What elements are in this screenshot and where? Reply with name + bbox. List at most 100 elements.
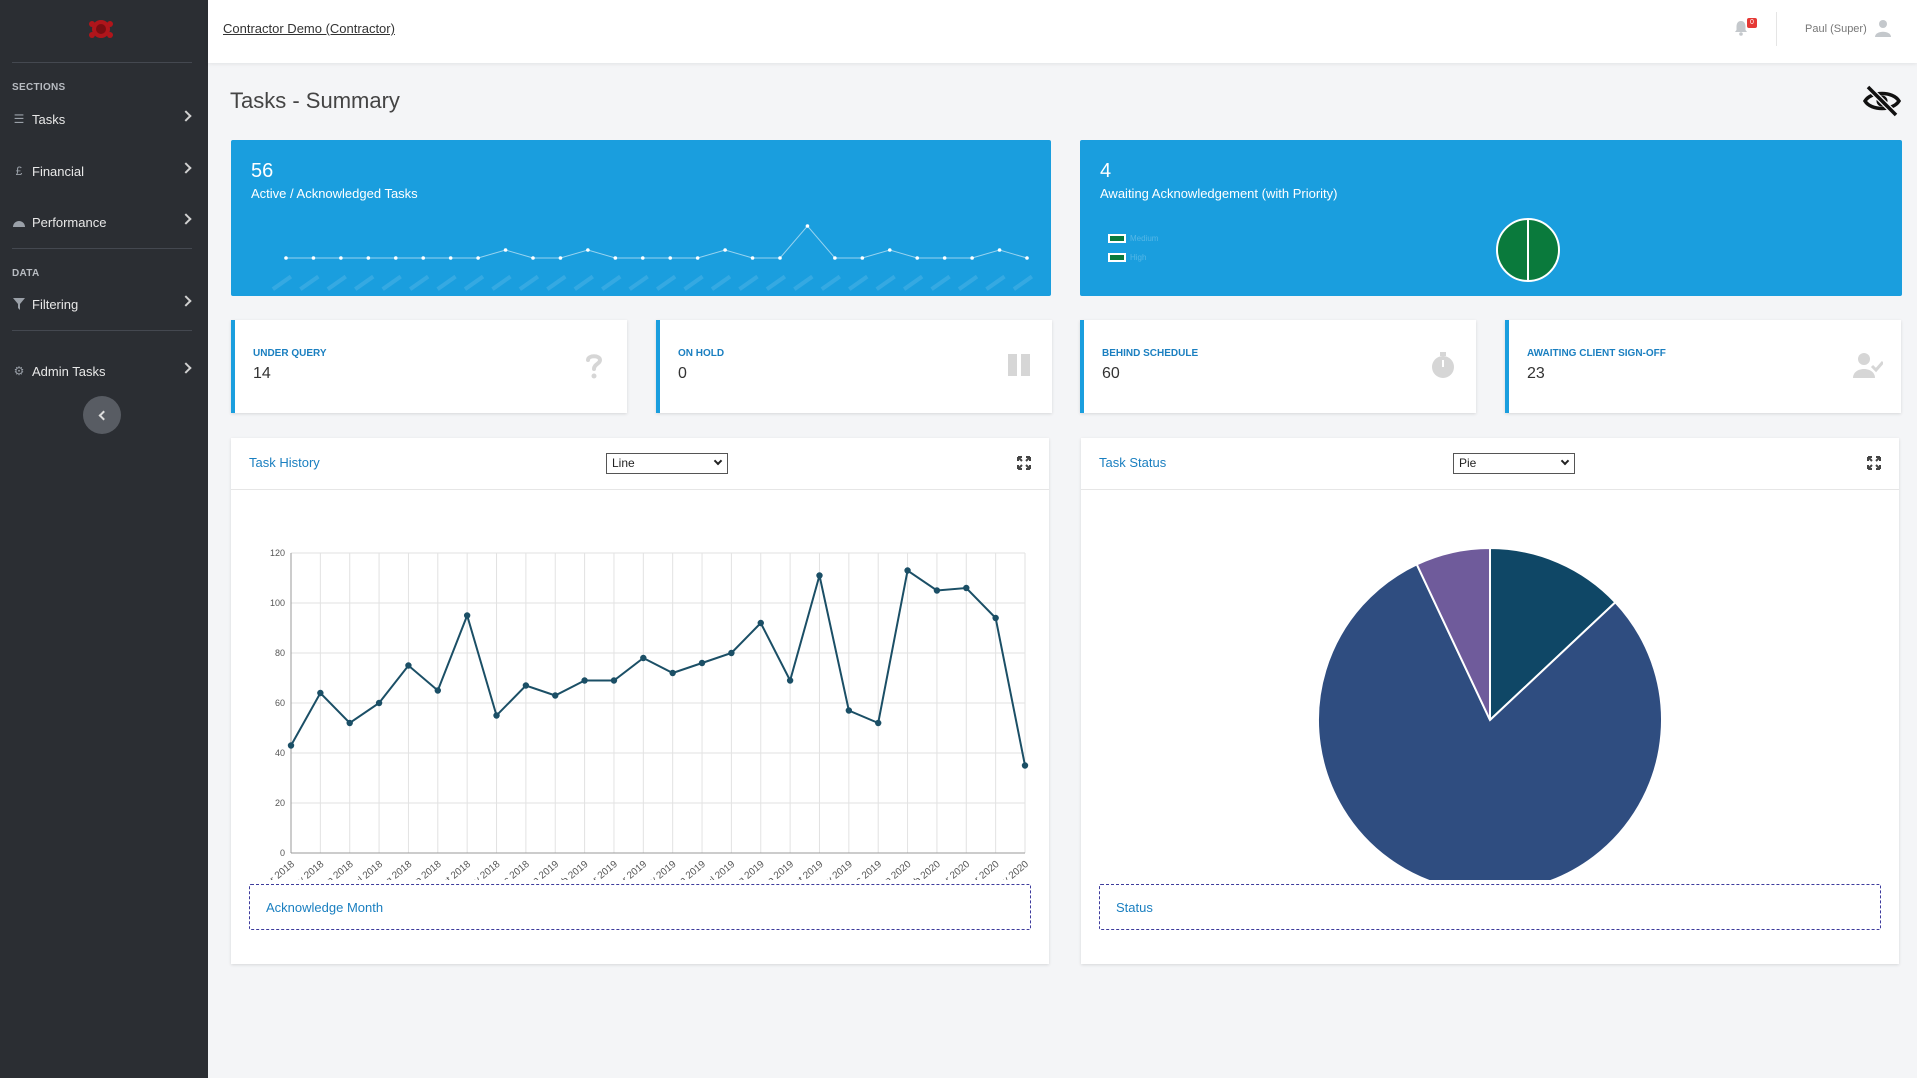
eye-slash-icon[interactable] xyxy=(1862,84,1902,118)
sparkline-tick-label xyxy=(546,274,567,291)
data-point xyxy=(992,614,999,622)
panel-header: Task Status Pie xyxy=(1081,438,1899,490)
chevron-right-icon xyxy=(180,162,192,174)
sidebar-divider xyxy=(12,248,192,249)
sparkline-tick-label xyxy=(820,274,841,291)
sidebar-item-admin-tasks[interactable]: ⚙ Admin Tasks xyxy=(0,353,208,389)
sparkline-point xyxy=(503,248,508,252)
data-point xyxy=(434,687,441,694)
sparkline-point xyxy=(860,256,865,260)
sparkline-tick-label xyxy=(902,274,924,291)
user-icon[interactable] xyxy=(1875,19,1891,37)
chevron-left-icon xyxy=(98,410,109,420)
sparkline-point xyxy=(613,256,618,260)
sparkline-tick-label xyxy=(957,274,979,291)
data-point xyxy=(405,662,412,669)
priority-pie-chart xyxy=(1496,218,1560,282)
acknowledge-month-drop-zone[interactable]: Acknowledge Month xyxy=(249,884,1031,930)
sparkline-tick-label xyxy=(326,274,347,291)
panel-title: Task Status xyxy=(1099,455,1167,470)
x-tick-label: Apr 2018 xyxy=(259,859,297,880)
sparkline-tick-label xyxy=(518,274,540,291)
sparkline-point xyxy=(421,256,426,260)
data-point xyxy=(346,719,353,727)
data-point xyxy=(786,677,794,684)
stat-label: UNDER QUERY xyxy=(253,348,327,359)
sidebar-divider xyxy=(12,62,192,63)
y-tick-label: 0 xyxy=(280,848,285,858)
sidebar-item-tasks[interactable]: ☰ Tasks xyxy=(0,101,208,137)
dashboard-icon xyxy=(12,215,26,229)
chevron-right-icon xyxy=(180,110,192,122)
select-value: Line xyxy=(612,456,635,470)
legend-swatch xyxy=(1108,253,1126,262)
data-point xyxy=(963,584,970,592)
sparkline-tick-label xyxy=(628,274,649,291)
sparkline-tick-label xyxy=(683,274,704,291)
data-point xyxy=(875,719,882,727)
sidebar-collapse-button[interactable] xyxy=(83,396,121,434)
x-tick-label: Jul 2019 xyxy=(701,859,737,880)
panel-header: Task History Line xyxy=(231,438,1049,490)
sidebar-section-data: DATA xyxy=(12,268,40,279)
status-drop-zone[interactable]: Status xyxy=(1099,884,1881,930)
sparkline-point xyxy=(640,256,645,260)
awaiting-count: 4 xyxy=(1100,160,1112,182)
y-tick-label: 60 xyxy=(275,698,285,708)
data-point xyxy=(698,659,706,667)
divider xyxy=(1776,12,1777,46)
sparkline-point xyxy=(476,256,480,260)
pie-slice-allocated xyxy=(1415,546,1491,721)
sidebar-divider xyxy=(12,330,192,331)
sparkline-point xyxy=(366,256,371,260)
sidebar-item-label: Admin Tasks xyxy=(32,363,106,379)
sparkline-tick-label xyxy=(848,274,869,291)
sidebar-item-label: Financial xyxy=(32,163,85,179)
filter-icon xyxy=(12,297,26,311)
stat-on-hold[interactable]: ON HOLD 0 xyxy=(656,320,1052,413)
expand-icon[interactable] xyxy=(1017,456,1031,470)
sparkline-point xyxy=(339,256,343,260)
sparkline-point xyxy=(531,256,535,260)
data-point xyxy=(610,677,618,684)
data-point xyxy=(1021,762,1029,769)
breadcrumb[interactable]: Contractor Demo (Contractor) xyxy=(223,21,395,36)
expand-icon[interactable] xyxy=(1867,456,1881,470)
data-point xyxy=(375,699,383,707)
sparkline-tick-label xyxy=(463,274,485,291)
pound-icon: £ xyxy=(15,164,23,178)
sparkline-point xyxy=(668,256,673,260)
awaiting-acknowledgement-tile[interactable]: 4 Awaiting Acknowledgement (with Priorit… xyxy=(1080,140,1902,296)
data-point xyxy=(816,572,823,579)
chevron-right-icon xyxy=(180,213,192,225)
sparkline-point xyxy=(778,256,782,260)
company-logo-icon[interactable] xyxy=(86,16,116,42)
panel-title: Task History xyxy=(249,455,320,470)
sparkline-point xyxy=(915,256,920,260)
sparkline-point xyxy=(970,256,974,260)
sparkline-tick-label xyxy=(408,274,430,291)
bell-icon[interactable] xyxy=(1733,20,1749,36)
chart-type-select[interactable]: Pie xyxy=(1453,453,1575,474)
sparkline-point xyxy=(393,256,398,260)
awaiting-label: Awaiting Acknowledgement (with Priority) xyxy=(1100,186,1338,201)
sidebar-item-label: Tasks xyxy=(32,111,66,127)
stat-behind-schedule[interactable]: BEHIND SCHEDULE 60 xyxy=(1080,320,1476,413)
chevron-right-icon xyxy=(180,295,192,307)
stat-under-query[interactable]: UNDER QUERY 14 xyxy=(231,320,627,413)
sparkline-point xyxy=(887,248,892,252)
stat-awaiting-client-sign-off[interactable]: AWAITING CLIENT SIGN-OFF 23 xyxy=(1505,320,1901,413)
sidebar-item-filtering[interactable]: Filtering xyxy=(0,286,208,322)
sidebar-item-financial[interactable]: £ Financial xyxy=(0,153,208,189)
legend-item-high: High xyxy=(1108,253,1146,262)
active-tasks-tile[interactable]: 56 Active / Acknowledged Tasks xyxy=(231,140,1051,296)
sparkline-chart xyxy=(271,224,1034,291)
y-tick-label: 40 xyxy=(275,748,285,758)
sparkline-point xyxy=(942,256,947,260)
stat-label: BEHIND SCHEDULE xyxy=(1102,348,1199,359)
chart-type-select[interactable]: Line xyxy=(606,453,728,474)
user-name[interactable]: Paul (Super) xyxy=(1805,23,1867,35)
sparkline-point xyxy=(1025,256,1029,260)
sidebar-item-performance[interactable]: Performance xyxy=(0,204,208,240)
